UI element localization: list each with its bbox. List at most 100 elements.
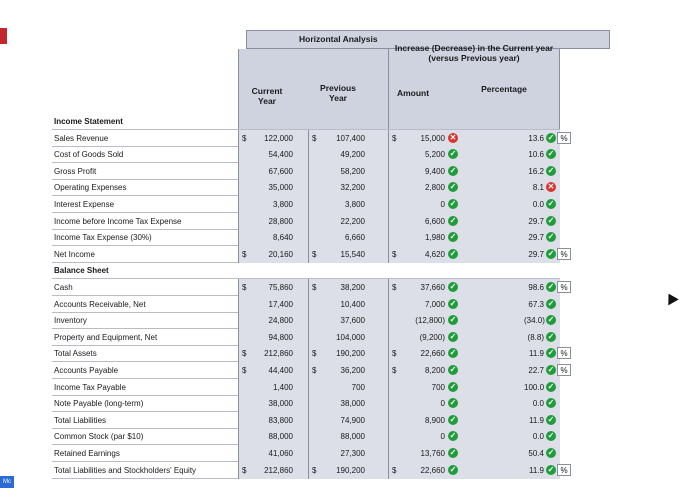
amount-input[interactable]: 2,800: [397, 183, 445, 193]
amount-input[interactable]: (12,800): [397, 316, 445, 326]
dollar-sign: $: [312, 366, 317, 375]
check-icon: ✓: [448, 398, 458, 409]
row-band-left: [238, 196, 388, 213]
percentage-input[interactable]: 29.7: [528, 216, 544, 226]
row-band-left: [238, 378, 388, 396]
percentage-input[interactable]: 16.2: [528, 166, 544, 176]
column-divider: [388, 411, 389, 429]
check-icon: ✓: [448, 315, 458, 326]
row-label: Cash: [54, 283, 73, 292]
row-label: Operating Expenses: [54, 183, 127, 193]
column-divider: [308, 229, 309, 247]
percentage-input[interactable]: 11.9: [529, 415, 544, 425]
current-year-value: 24,800: [268, 316, 293, 326]
percentage-input[interactable]: 8.1: [532, 183, 544, 193]
dollar-sign: $: [312, 465, 317, 475]
percentage-input[interactable]: 29.7: [528, 233, 544, 243]
column-divider: [308, 312, 309, 330]
check-icon: ✓: [546, 165, 556, 176]
percent-symbol: %: [557, 364, 571, 376]
current-year-value: 1,400: [272, 382, 293, 392]
percentage-input[interactable]: 13.6: [528, 133, 544, 143]
row-label: Income before Income Tax Expense: [54, 216, 182, 226]
previous-year-value: 37,600: [340, 316, 365, 326]
check-icon: ✓: [448, 298, 458, 309]
percentage-input[interactable]: 10.6: [528, 150, 544, 160]
check-icon: ✓: [546, 414, 556, 425]
percentage-input[interactable]: 0.0: [532, 399, 544, 409]
amount-input[interactable]: 700: [397, 382, 445, 392]
amount-input[interactable]: 4,620: [397, 249, 445, 259]
check-icon: ✓: [448, 331, 458, 342]
amount-input[interactable]: 0: [397, 399, 445, 409]
amount-input[interactable]: 7,000: [397, 299, 445, 309]
dollar-sign: $: [312, 249, 317, 259]
table-row: Gross Profit 67,600 58,200 9,400 ✓ 16.2 ✓: [52, 162, 560, 180]
amount-input[interactable]: (9,200): [397, 332, 445, 342]
amount-input[interactable]: 6,600: [397, 216, 445, 226]
percentage-input[interactable]: 11.9: [529, 349, 544, 359]
column-divider: [308, 428, 309, 446]
percentage-input[interactable]: 0.0: [532, 432, 544, 442]
amount-input[interactable]: 15,000: [397, 133, 445, 143]
percentage-input[interactable]: (34.0): [524, 316, 545, 326]
column-divider: [308, 179, 309, 197]
current-year-value: 20,160: [268, 249, 293, 259]
previous-year-value: 58,200: [340, 166, 365, 176]
amount-input[interactable]: 9,400: [397, 166, 445, 176]
dollar-sign: $: [392, 249, 397, 259]
table-row: Balance Sheet: [52, 262, 560, 280]
dollar-sign: $: [242, 349, 247, 359]
table-row: Inventory 24,800 37,600 (12,800) ✓ (34.0) ✓: [52, 312, 560, 330]
previous-year-value: 32,200: [340, 183, 365, 193]
percentage-input[interactable]: 11.9: [529, 465, 544, 475]
amount-input[interactable]: 0: [397, 200, 445, 209]
dollar-sign: $: [242, 465, 247, 475]
row-band-left: [238, 428, 388, 446]
table-row: Common Stock (par $10) 88,000 88,000 0 ✓ 0.0 ✓: [52, 428, 560, 446]
table-row: Property and Equipment, Net 94,800 104,000…: [52, 328, 560, 346]
amount-input[interactable]: 13,760: [397, 449, 445, 458]
amount-input[interactable]: 8,200: [397, 366, 445, 375]
column-divider: [308, 129, 309, 147]
row-label: Net Income: [54, 249, 95, 259]
amount-input[interactable]: 22,660: [397, 349, 445, 359]
check-icon: ✓: [448, 149, 458, 160]
column-divider: [388, 445, 389, 462]
table-row: Retained Earnings 41,060 27,300 13,760 ✓ 50.4…: [52, 445, 560, 462]
percentage-input[interactable]: 100.0: [524, 382, 545, 392]
current-year-value: 41,060: [268, 449, 293, 458]
row-band-left: [238, 312, 388, 330]
column-divider: [308, 411, 309, 429]
row-label: Total Liabilities and Stockholders' Equi…: [54, 465, 197, 475]
amount-input[interactable]: 8,900: [397, 415, 445, 425]
row-label: Sales Revenue: [54, 133, 109, 143]
percentage-input[interactable]: 0.0: [532, 200, 544, 209]
amount-input[interactable]: 0: [397, 432, 445, 442]
amount-input[interactable]: 1,980: [397, 233, 445, 243]
table-row: Net Income $ $ $20,160 15,540 4,620 ✓ 29.7 ✓%: [52, 245, 571, 263]
check-icon: ✓: [448, 431, 458, 442]
previous-year-value: 36,200: [340, 366, 365, 375]
column-divider: [238, 245, 239, 263]
amount-input[interactable]: 37,660: [397, 283, 445, 292]
percentage-input[interactable]: 50.4: [528, 449, 544, 458]
percentage-input[interactable]: 29.7: [528, 249, 544, 259]
row-label: Balance Sheet: [54, 266, 109, 276]
percentage-input[interactable]: 67.3: [528, 299, 544, 309]
amount-input[interactable]: 22,660: [397, 465, 445, 475]
amount-input[interactable]: 5,200: [397, 150, 445, 160]
column-divider: [388, 328, 389, 346]
percentage-input[interactable]: 98.6: [528, 283, 544, 292]
column-divider: [308, 212, 309, 230]
row-label: Gross Profit: [54, 166, 97, 176]
check-icon: ✓: [546, 199, 556, 209]
worksheet-title: Horizontal Analysis: [246, 30, 610, 49]
dollar-sign: $: [392, 366, 397, 375]
check-icon: ✓: [546, 315, 556, 326]
check-icon: ✓: [546, 282, 556, 292]
table-row: Operating Expenses 35,000 32,200 2,800 ✓ 8.1 ✕: [52, 179, 560, 197]
dollar-sign: $: [312, 349, 317, 359]
percentage-input[interactable]: 22.7: [528, 366, 544, 375]
percentage-input[interactable]: (8.8): [527, 332, 544, 342]
